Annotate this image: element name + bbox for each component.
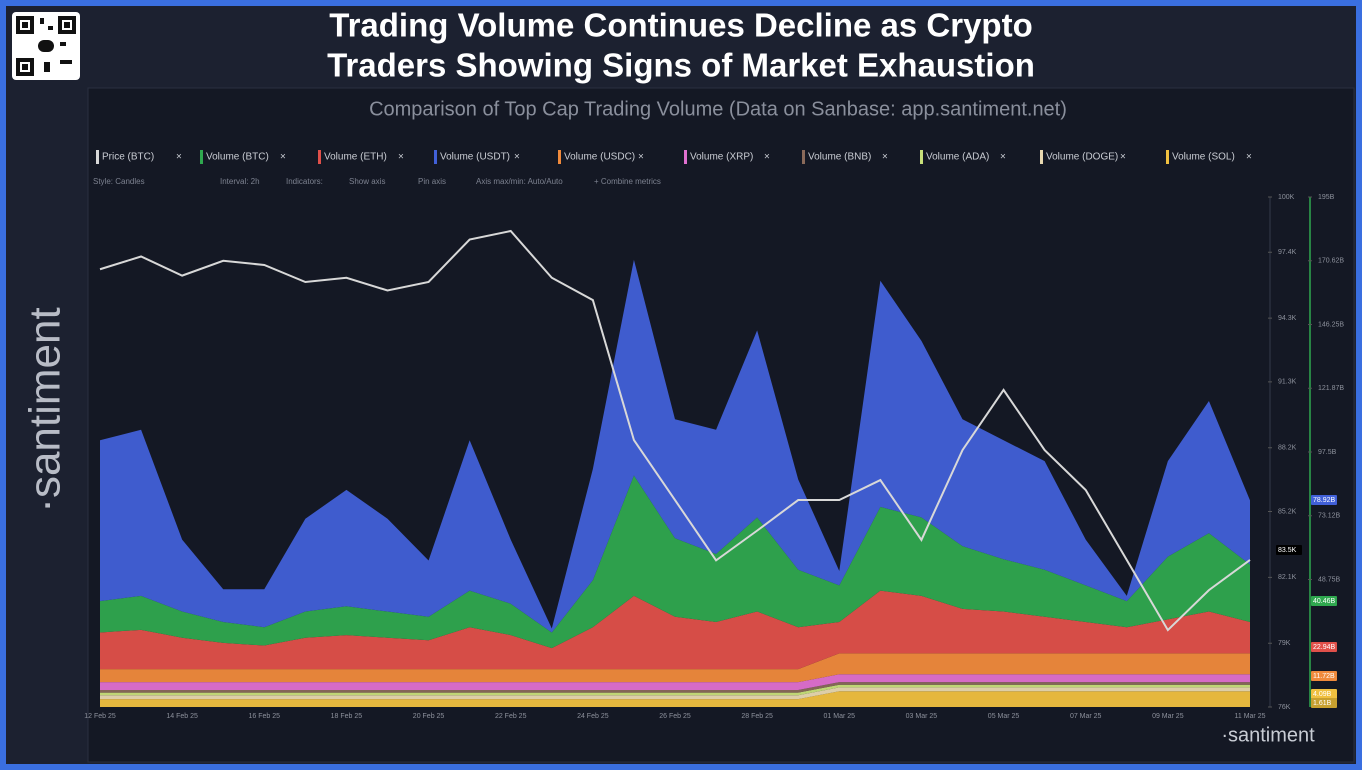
control-label: Style: Candles [93,177,145,186]
x-tick-label: 24 Feb 25 [577,713,609,720]
legend-swatch [558,150,561,164]
legend-label: Volume (BTC) [206,152,269,163]
y-tick-label: 82.1K [1278,574,1297,581]
value-badge-label: 22.94B [1313,644,1336,651]
y-tick-label: 85.2K [1278,508,1297,515]
legend-swatch [434,150,437,164]
control-label: Axis max/min: Auto/Auto [476,177,563,186]
volume-area [100,687,1250,700]
y2-tick-label: 73.12B [1318,513,1341,520]
volume-area [100,259,1250,633]
x-tick-label: 18 Feb 25 [331,713,363,720]
y-tick-label: 88.2K [1278,445,1297,452]
value-badge [1311,671,1337,681]
legend-swatch [1040,150,1043,164]
x-tick-label: 01 Mar 25 [824,713,856,720]
legend-close: × [638,152,644,163]
value-badge [1311,642,1337,652]
volume-area [100,475,1250,649]
legend-close: × [514,152,520,163]
x-tick-label: 11 Mar 25 [1235,713,1266,720]
legend-close: × [1246,152,1252,163]
value-badge-label: 83.5K [1278,547,1297,554]
y-tick-label: 79K [1278,640,1291,647]
legend-close: × [882,152,888,163]
value-badge-label: 4.09B [1313,691,1332,698]
x-tick-label: 09 Mar 25 [1152,713,1184,720]
control-label: + Combine metrics [594,177,661,186]
legend-close: × [176,152,182,163]
qr-code [12,12,80,80]
x-tick-label: 14 Feb 25 [166,713,198,720]
legend-label: Volume (XRP) [690,152,753,163]
legend-label: Volume (SOL) [1172,152,1235,163]
legend-close: × [1000,152,1006,163]
y-tick-label: 100K [1278,194,1295,201]
control-label: Pin axis [418,177,446,186]
legend-close: × [398,152,404,163]
volume-area [100,691,1250,707]
legend-swatch [802,150,805,164]
x-tick-label: 26 Feb 25 [659,713,691,720]
x-tick-label: 12 Feb 25 [84,713,116,720]
legend-swatch [684,150,687,164]
value-badge [1311,689,1337,699]
x-tick-label: 28 Feb 25 [741,713,773,720]
legend-label: Volume (BNB) [808,152,871,163]
y2-tick-label: 97.5B [1318,449,1337,456]
value-badge [1276,545,1302,555]
volume-area [100,653,1250,683]
y-tick-label: 97.4K [1278,249,1297,256]
y-tick-label: 76K [1278,704,1291,711]
y2-tick-label: 170.62B [1318,258,1344,265]
x-tick-label: 22 Feb 25 [495,713,527,720]
legend-close: × [1120,152,1126,163]
control-label: Interval: 2h [220,177,260,186]
x-tick-label: 16 Feb 25 [249,713,281,720]
x-tick-label: 07 Mar 25 [1070,713,1102,720]
y2-tick-label: 195B [1318,194,1335,201]
value-badge [1311,596,1337,606]
legend-close: × [280,152,286,163]
legend-label: Volume (USDT) [440,152,510,163]
y2-tick-label: 146.25B [1318,321,1344,328]
y2-tick-label: 121.87B [1318,385,1344,392]
legend-swatch [200,150,203,164]
legend-label: Volume (ETH) [324,152,387,163]
legend-label: Volume (USDC) [564,152,635,163]
brand-vertical: ·santiment [21,307,70,512]
value-badge-label: 78.92B [1313,497,1336,504]
control-label: Indicators: [286,177,323,186]
y-tick-label: 94.3K [1278,315,1297,322]
y2-tick-label: 48.75B [1318,576,1341,583]
legend-label: Volume (ADA) [926,152,989,163]
x-tick-label: 20 Feb 25 [413,713,445,720]
chart-title: Traders Showing Signs of Market Exhausti… [327,47,1035,84]
volume-area [100,674,1250,690]
value-badge-label: 1.61B [1313,700,1332,707]
chart-title: Trading Volume Continues Decline as Cryp… [329,7,1033,44]
value-badge [1311,495,1337,505]
legend-swatch [920,150,923,164]
legend-swatch [96,150,99,164]
legend-swatch [318,150,321,164]
value-badge-label: 40.46B [1313,598,1336,605]
x-tick-label: 05 Mar 25 [988,713,1020,720]
value-badge [1311,698,1337,708]
x-tick-label: 03 Mar 25 [906,713,938,720]
legend-close: × [764,152,770,163]
legend-label: Volume (DOGE) [1046,152,1118,163]
volume-area [100,590,1250,670]
value-badge-label: 11.72B [1313,673,1335,680]
legend-label: Price (BTC) [102,152,154,163]
brand-watermark: ·santiment [1221,724,1315,746]
chart-subtitle: Comparison of Top Cap Trading Volume (Da… [369,98,1067,120]
legend-swatch [1166,150,1169,164]
y-tick-label: 91.3K [1278,379,1297,386]
control-label: Show axis [349,177,385,186]
price-line [99,229,1251,632]
